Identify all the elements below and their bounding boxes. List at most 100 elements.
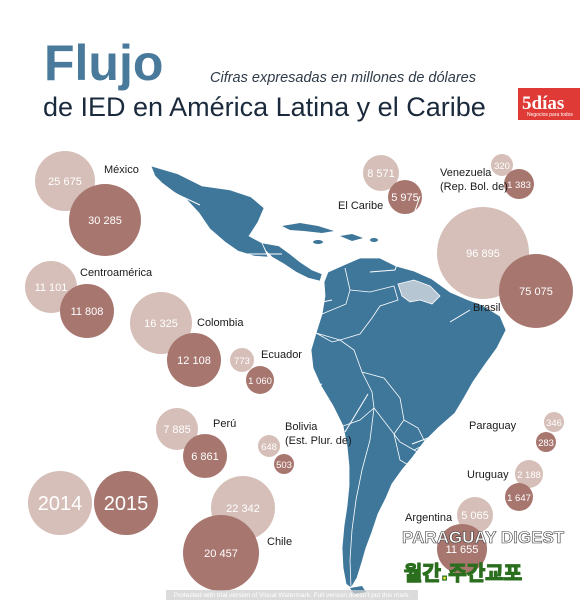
value-2014: 773 <box>234 356 250 367</box>
value-2014: 11 101 <box>35 282 68 294</box>
bubble-2014 <box>515 460 543 488</box>
value-2015: 20 457 <box>204 548 238 560</box>
value-2014: 16 325 <box>144 318 178 330</box>
bubble-2014 <box>130 292 192 354</box>
country-name: Perú <box>213 418 236 430</box>
country-paraguay: 346 283 Paraguay <box>411 412 564 452</box>
country-name: Venezuela <box>440 167 492 179</box>
page-subtitle: de IED en América Latina y el Caribe <box>43 92 486 122</box>
bubble-2015 <box>388 180 422 214</box>
value-2015: 1 647 <box>507 493 531 504</box>
legend-circle-2015 <box>94 471 158 535</box>
page-title: Flujo <box>44 35 163 91</box>
bubble-2014 <box>258 435 280 457</box>
bubble-2015 <box>274 454 294 474</box>
value-2015: 283 <box>538 438 554 449</box>
country-name: Brasil <box>473 302 501 314</box>
bubble-2015 <box>167 333 221 387</box>
bubble-2015 <box>69 184 141 256</box>
value-2015: 1 060 <box>248 376 272 387</box>
bubble-2015 <box>536 432 556 452</box>
bubble-2015 <box>505 483 533 511</box>
land-hispaniola <box>340 234 363 241</box>
land-mexico <box>150 165 269 258</box>
bubble-2015 <box>246 366 274 394</box>
country-name-line2: (Rep. Bol. de) <box>440 181 508 193</box>
bubble-2014 <box>156 408 198 450</box>
bubble-2014 <box>363 155 399 191</box>
land-venezuela-guianas <box>397 279 441 305</box>
country-name: Centroamérica <box>80 267 153 279</box>
value-2014: 22 342 <box>226 503 260 515</box>
newspaper-logo: 5días Negocios para todos <box>518 88 580 120</box>
country-name: Uruguay <box>467 469 509 481</box>
value-2014: 8 571 <box>367 168 395 180</box>
country-caribe: 8 571 5 975 El Caribe <box>338 155 422 221</box>
value-2015: 75 075 <box>519 286 553 298</box>
bubble-2014 <box>544 412 564 432</box>
bubble-2015 <box>183 515 259 591</box>
country-argentina: 5 065 11 655 Argentina <box>377 497 493 574</box>
country-centroamerica: 11 101 11 808 Centroamérica <box>25 253 282 338</box>
value-2014: 96 895 <box>466 248 500 260</box>
value-2014: 346 <box>546 418 562 429</box>
value-2015: 503 <box>276 460 292 471</box>
value-2015: 1 383 <box>507 180 531 191</box>
value-2015: 11 655 <box>446 544 479 556</box>
country-name: El Caribe <box>338 200 383 212</box>
value-2015: 6 861 <box>191 451 219 463</box>
country-name: Colombia <box>197 317 244 329</box>
bubble-2015 <box>499 254 573 328</box>
legend-label-2015: 2015 <box>104 493 149 515</box>
value-2014: 648 <box>261 442 277 453</box>
land-puerto-rico <box>370 238 378 242</box>
country-name: Bolivia <box>285 421 318 433</box>
land-cuba <box>282 223 334 233</box>
bubble-2015 <box>183 434 227 478</box>
country-bolivia: 648 503 Bolivia (Est. Plur. de) <box>258 393 369 474</box>
country-borders <box>315 267 433 589</box>
trial-notice-bar: Protected with trial version of Visual W… <box>166 590 418 600</box>
value-2014: 25 675 <box>48 176 82 188</box>
country-peru: 7 885 6 861 Perú <box>156 383 323 478</box>
country-name: México <box>104 164 139 176</box>
watermark-line2: 월간.주간교포 <box>404 561 522 585</box>
bubble-2015 <box>437 524 487 574</box>
country-mexico: 25 675 30 285 México <box>35 151 201 256</box>
country-uruguay: 2 188 1 647 Uruguay <box>431 460 543 511</box>
value-2015: 30 285 <box>88 215 122 227</box>
legend-label-2014: 2014 <box>38 493 83 515</box>
bubble-2015 <box>60 284 114 338</box>
logo-tagline: Negocios para todos <box>527 112 573 118</box>
watermark-line1: PARAGUAY DIGEST <box>402 528 565 547</box>
country-name-line2: (Est. Plur. de) <box>285 435 352 447</box>
country-name: Ecuador <box>261 349 302 361</box>
bubble-2014 <box>491 154 513 176</box>
country-name: Argentina <box>405 512 453 524</box>
legend: 2014 2015 <box>28 471 158 535</box>
watermark: PARAGUAY DIGEST 월간.주간교포 <box>402 528 565 586</box>
value-2014: 7 885 <box>163 424 191 436</box>
value-2015: 11 808 <box>71 306 104 318</box>
land-jamaica <box>313 240 323 244</box>
value-2014: 5 065 <box>461 510 489 522</box>
map-latin-america <box>150 165 507 594</box>
bubble-2014 <box>457 497 493 533</box>
land-central-america <box>261 242 323 282</box>
bubble-2015 <box>504 169 534 199</box>
country-name: Chile <box>267 536 292 548</box>
trial-notice-text: Protected with trial version of Visual W… <box>174 592 411 599</box>
value-2014: 2 188 <box>517 470 541 481</box>
country-brasil: 96 895 75 075 Brasil <box>437 207 573 328</box>
logo-wordmark: 5días <box>522 93 564 114</box>
bubble-2014 <box>230 348 254 372</box>
country-colombia: 16 325 12 108 Colombia <box>130 292 333 387</box>
value-2015: 12 108 <box>177 355 211 367</box>
country-ecuador: 773 1 060 Ecuador <box>230 341 313 394</box>
country-chile: 22 342 20 457 Chile <box>183 476 343 591</box>
legend-circle-2014 <box>28 471 92 535</box>
country-name: Paraguay <box>469 420 517 432</box>
value-2014: 320 <box>494 161 510 172</box>
units-note: Cifras expresadas en millones de dólares <box>210 70 476 86</box>
